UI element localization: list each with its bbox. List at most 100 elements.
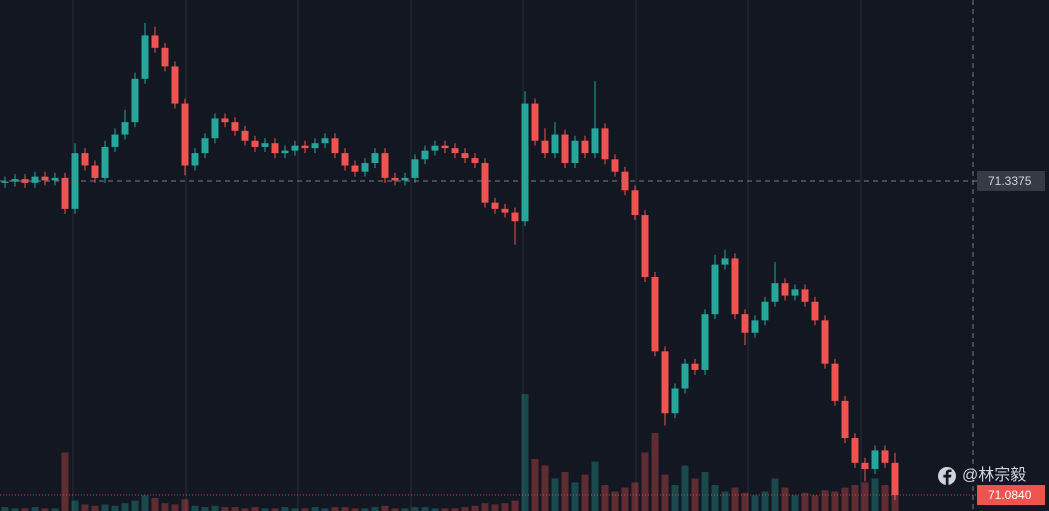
volume-bar (641, 452, 649, 511)
volume-bar (801, 492, 809, 511)
volume-bar (491, 504, 499, 511)
volume-bar (231, 507, 239, 511)
candle-body (541, 140, 549, 154)
volume-bar (821, 490, 829, 511)
volume-bar (481, 503, 489, 511)
volume-bar (671, 485, 679, 511)
candle-body (681, 363, 689, 389)
volume-bar (151, 498, 159, 511)
volume-bar (561, 472, 569, 511)
candle-body (271, 143, 279, 154)
candle-body (461, 153, 469, 159)
candle-body (321, 138, 329, 144)
volume-bar (531, 459, 539, 511)
volume-bar (441, 508, 449, 511)
volume-bar (31, 507, 39, 511)
candle-body (631, 190, 639, 216)
volume-bar (71, 500, 79, 511)
candle-layer (1, 23, 899, 500)
candle-body (21, 179, 29, 183)
volume-bar (541, 465, 549, 511)
candle-body (41, 176, 49, 181)
candle-body (581, 140, 589, 154)
volume-bar (331, 507, 339, 511)
candle-body (1, 181, 9, 183)
candle-body (831, 363, 839, 401)
volume-bar (211, 505, 219, 511)
candle-body (571, 140, 579, 164)
volume-bar (21, 508, 29, 511)
last-price-label: 71.0840 (988, 488, 1032, 502)
candle-body (801, 289, 809, 302)
volume-bar (81, 504, 89, 511)
volume-bar (141, 495, 149, 511)
candle-body (181, 103, 189, 166)
candle-body (871, 450, 879, 470)
volume-bar (361, 508, 369, 511)
volume-bar (351, 508, 359, 511)
last-price-box (977, 485, 1045, 506)
volume-bar (171, 504, 179, 511)
facebook-glyph (943, 469, 952, 485)
candle-body (51, 177, 59, 181)
candle-body (861, 462, 869, 470)
candle-body (151, 35, 159, 48)
candle-body (751, 320, 759, 333)
candle-body (781, 283, 789, 296)
candle-body (221, 118, 229, 123)
volume-bar (811, 495, 819, 511)
volume-bar (651, 433, 659, 511)
candle-body (391, 177, 399, 181)
volume-bar (601, 485, 609, 511)
candle-body (281, 150, 289, 154)
volume-bar (411, 507, 419, 511)
candle-body (331, 138, 339, 154)
candle-body (371, 153, 379, 164)
volume-bar (181, 499, 189, 511)
candle-body (241, 130, 249, 141)
volume-bar (61, 452, 69, 511)
candle-body (761, 301, 769, 321)
volume-bar (501, 503, 509, 511)
candle-body (361, 163, 369, 172)
candle-body (431, 145, 439, 151)
volume-bar (851, 485, 859, 511)
volume-bar (621, 487, 629, 511)
volume-bar (571, 482, 579, 511)
vertical-grid (72, 0, 862, 511)
volume-bar (431, 508, 439, 511)
crosshair-price-label: 71.3375 (988, 174, 1032, 188)
candle-body (311, 143, 319, 149)
volume-bar (251, 507, 259, 511)
candle-body (191, 153, 199, 166)
candle-body (451, 148, 459, 154)
candle-body (161, 47, 169, 67)
candle-body (811, 301, 819, 321)
volume-bar (701, 472, 709, 511)
candle-body (531, 103, 539, 141)
candle-body (291, 145, 299, 151)
volume-bar (371, 507, 379, 511)
volume-bar (791, 495, 799, 511)
volume-bar (241, 508, 249, 511)
candle-body (501, 208, 509, 213)
volume-bar (751, 495, 759, 511)
volume-bar (631, 482, 639, 511)
candle-body (791, 289, 799, 296)
volume-bar (421, 507, 429, 511)
candle-body (251, 140, 259, 147)
candle-body (671, 388, 679, 414)
volume-bar (661, 474, 669, 511)
candle-body (61, 177, 69, 209)
candle-body (261, 143, 269, 147)
overlay-layer: 71.3375 71.0840 (0, 170, 1045, 506)
candle-body (611, 159, 619, 172)
volume-bar (391, 508, 399, 511)
volume-bar (721, 491, 729, 511)
candle-body (691, 363, 699, 370)
volume-bar (611, 491, 619, 511)
watermark-icon (938, 467, 956, 485)
volume-bar (291, 508, 299, 511)
volume-bar (681, 465, 689, 511)
